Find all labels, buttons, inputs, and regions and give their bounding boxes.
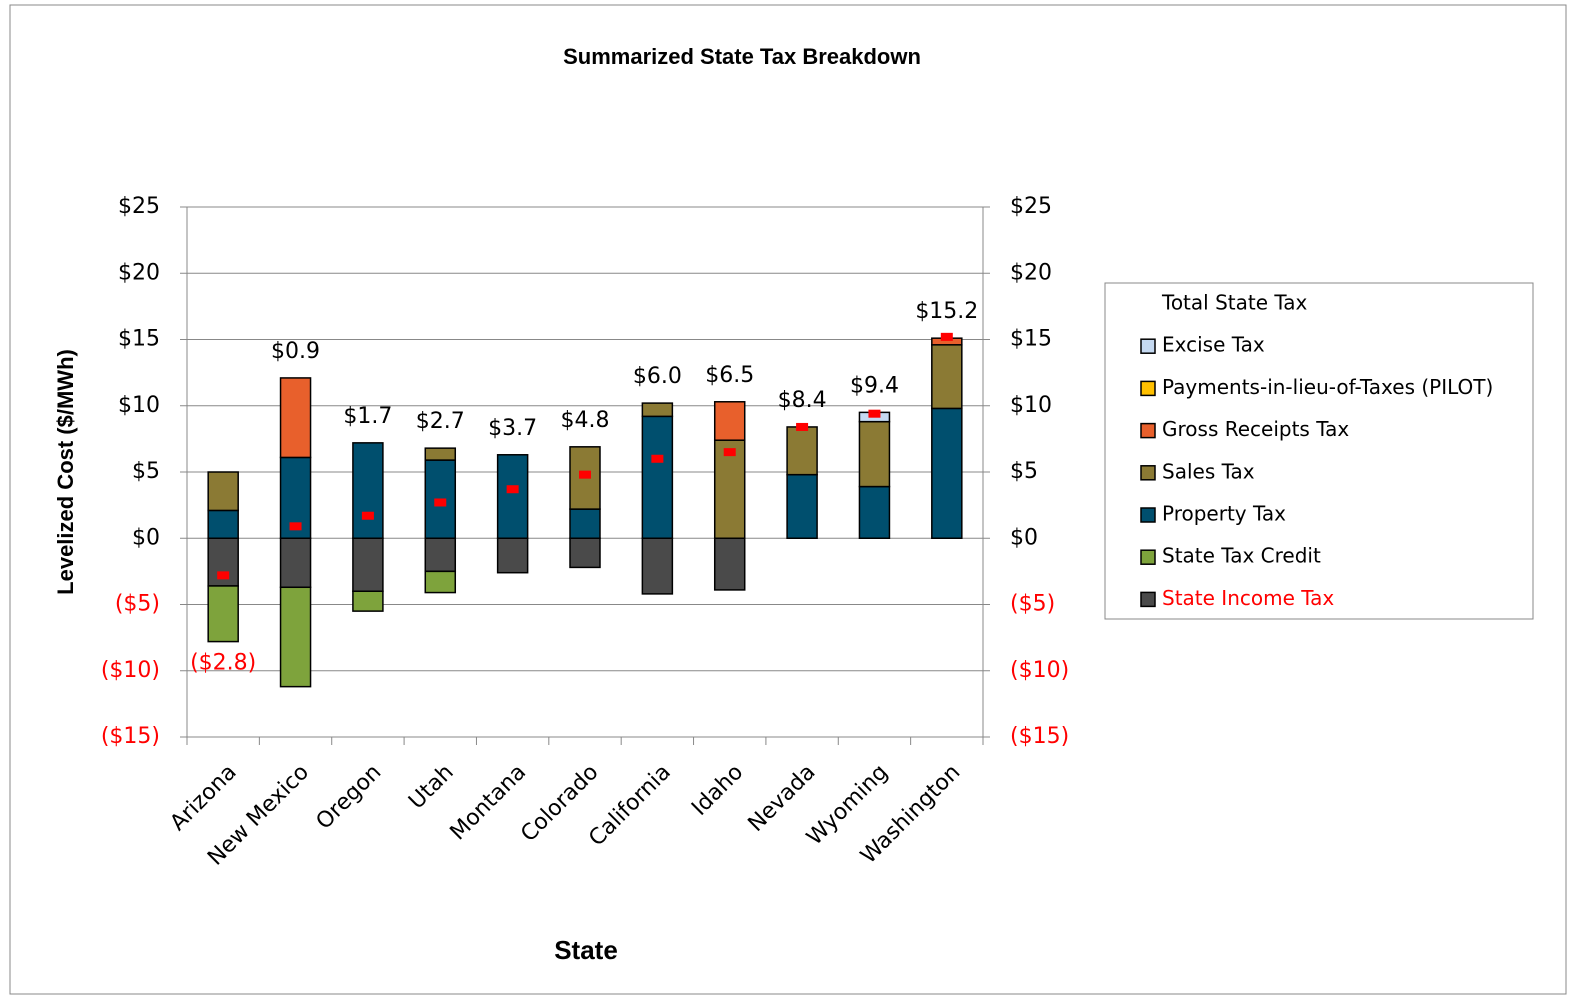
legend-label: Total State Tax bbox=[1161, 291, 1308, 315]
value-label: $1.7 bbox=[343, 404, 392, 429]
total-marker bbox=[361, 511, 374, 520]
total-marker bbox=[506, 485, 519, 494]
bar-segment bbox=[496, 537, 529, 574]
bar-segment bbox=[279, 377, 312, 459]
legend-label: State Tax Credit bbox=[1162, 544, 1321, 568]
y-tick-label: ($15) bbox=[101, 724, 160, 749]
bar-segment bbox=[858, 485, 891, 540]
total-marker bbox=[289, 522, 302, 531]
bar-segment bbox=[279, 586, 312, 688]
y-tick-label: $25 bbox=[118, 194, 160, 219]
y-tick-label: ($10) bbox=[101, 658, 160, 683]
y-tick-label: $20 bbox=[118, 260, 160, 285]
bar-segment bbox=[424, 570, 457, 594]
total-marker bbox=[217, 571, 230, 580]
legend-swatch bbox=[1140, 380, 1156, 397]
value-label: $6.5 bbox=[705, 363, 754, 388]
y2-tick-label: $15 bbox=[1010, 327, 1052, 352]
y2-tick-label: $5 bbox=[1010, 459, 1038, 484]
total-marker bbox=[579, 470, 591, 479]
y2-tick-label: ($15) bbox=[1010, 724, 1069, 749]
legend-swatch bbox=[1140, 591, 1156, 608]
x-axis-label: State bbox=[554, 935, 618, 965]
bar-segment bbox=[352, 442, 384, 540]
legend-label: Payments-in-lieu-of-Taxes (PILOT) bbox=[1162, 375, 1493, 399]
y-tick-label: ($5) bbox=[115, 592, 160, 617]
y-tick-label: $15 bbox=[118, 327, 160, 352]
legend-label: Excise Tax bbox=[1162, 333, 1265, 357]
bar-segment bbox=[569, 508, 601, 540]
value-label: $2.7 bbox=[416, 409, 465, 434]
y2-tick-label: ($5) bbox=[1010, 592, 1055, 617]
value-label: $3.7 bbox=[488, 416, 537, 441]
total-marker bbox=[940, 332, 953, 341]
legend-label: State Income Tax bbox=[1162, 586, 1334, 610]
value-label: $9.4 bbox=[850, 373, 899, 398]
total-marker bbox=[723, 448, 736, 457]
bar-segment bbox=[569, 537, 601, 569]
bar-segment bbox=[207, 471, 239, 512]
bar-segment bbox=[786, 426, 818, 476]
value-label: $4.8 bbox=[561, 408, 610, 433]
y2-tick-label: ($10) bbox=[1010, 658, 1069, 683]
bar-segment bbox=[352, 537, 384, 592]
bar-segment bbox=[713, 537, 746, 591]
legend bbox=[1104, 282, 1534, 620]
value-label: $6.0 bbox=[633, 364, 682, 389]
y-axis-label: Levelized Cost ($/MWh) bbox=[53, 349, 78, 595]
total-marker bbox=[796, 422, 809, 431]
y-tick-label: $5 bbox=[132, 459, 160, 484]
value-label: ($2.8) bbox=[190, 651, 256, 676]
chart-title: Summarized State Tax Breakdown bbox=[563, 44, 921, 69]
total-marker bbox=[434, 498, 447, 507]
bar-segment bbox=[496, 454, 529, 539]
bar-segment bbox=[858, 420, 891, 488]
legend-swatch bbox=[1140, 422, 1156, 439]
value-label: $15.2 bbox=[915, 299, 978, 324]
y2-tick-label: $20 bbox=[1010, 260, 1052, 285]
bar-segment bbox=[931, 344, 963, 410]
legend-swatch bbox=[1140, 338, 1156, 354]
y2-tick-label: $25 bbox=[1010, 194, 1052, 219]
bar-segment bbox=[207, 509, 239, 539]
bar-segment bbox=[352, 590, 384, 612]
bar-segment bbox=[207, 585, 239, 643]
legend-swatch bbox=[1140, 507, 1156, 523]
total-marker bbox=[868, 409, 881, 418]
legend-label: Gross Receipts Tax bbox=[1162, 417, 1349, 441]
bar-segment bbox=[279, 537, 312, 589]
total-marker bbox=[651, 454, 664, 463]
bar-segment bbox=[424, 537, 457, 573]
value-label: $0.9 bbox=[271, 339, 320, 364]
value-label: $8.4 bbox=[778, 388, 827, 413]
bar-segment bbox=[641, 402, 674, 418]
bar-segment bbox=[641, 537, 674, 595]
y2-tick-label: $10 bbox=[1010, 393, 1052, 418]
bar-segment bbox=[424, 447, 457, 461]
bar-segment bbox=[931, 407, 963, 539]
legend-swatch bbox=[1140, 465, 1156, 481]
y-tick-label: $10 bbox=[118, 393, 160, 418]
bar-segment bbox=[786, 473, 818, 539]
bar-segment bbox=[713, 401, 746, 441]
legend-swatch bbox=[1140, 549, 1156, 565]
legend-label: Property Tax bbox=[1162, 502, 1286, 526]
y2-tick-label: $0 bbox=[1010, 525, 1038, 550]
legend-label: Sales Tax bbox=[1162, 459, 1255, 483]
bar-segment bbox=[641, 415, 674, 540]
y-tick-label: $0 bbox=[132, 525, 160, 550]
